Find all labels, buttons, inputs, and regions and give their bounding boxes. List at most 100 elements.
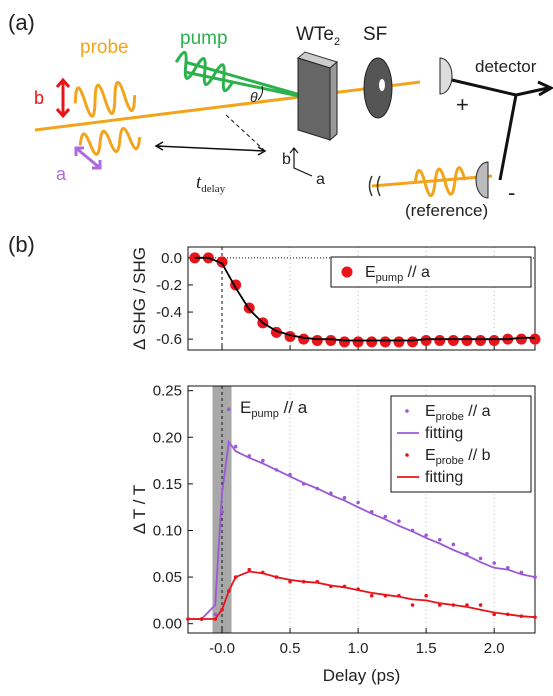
- data-point: [407, 336, 419, 348]
- polarization-a: [74, 146, 102, 170]
- text-part: E: [425, 447, 436, 464]
- text-part: pump: [376, 272, 404, 284]
- y-tick-label: -0.2: [156, 277, 182, 294]
- legend-label: Eprobe // b: [425, 447, 491, 467]
- annotation: Epump // a: [240, 398, 308, 420]
- legend-label: fitting: [425, 425, 463, 442]
- data-point: [478, 556, 483, 561]
- x-axis-label: Delay (ps): [323, 666, 400, 685]
- pol-b-label: b: [34, 88, 44, 108]
- legend-marker: [405, 409, 409, 413]
- text-part: pump: [251, 408, 279, 420]
- reference-label: (reference): [405, 201, 488, 220]
- y-tick-label: 0.00: [153, 616, 182, 633]
- y-tick-label: -0.4: [156, 304, 182, 321]
- minus-label: -: [508, 180, 515, 205]
- data-point: [488, 335, 500, 347]
- data-point: [478, 603, 483, 607]
- data-point: [352, 336, 364, 348]
- delay-arrow: [154, 141, 267, 156]
- data-point: [379, 336, 391, 348]
- data-point: [366, 336, 378, 348]
- data-point: [424, 593, 428, 598]
- data-point: [420, 335, 432, 347]
- sample: [329, 60, 338, 142]
- detector: [439, 57, 453, 95]
- theta-label: θ: [250, 89, 258, 105]
- detector: [475, 161, 489, 199]
- pump-pulse: [174, 50, 235, 93]
- data-point: [233, 444, 238, 449]
- text-part: E: [240, 398, 251, 417]
- text-part: // b: [464, 447, 491, 464]
- y-axis-label: Δ T / T: [130, 485, 149, 534]
- fit-line: [194, 256, 535, 342]
- data-point: [397, 519, 401, 523]
- x-tick-label: 2.0: [484, 640, 505, 657]
- text-part: E: [425, 403, 436, 420]
- text-part: E: [365, 264, 376, 281]
- probe-pulse: [73, 80, 137, 118]
- angle-arc: [257, 85, 263, 101]
- data-point: [437, 537, 442, 542]
- legend-box: [390, 395, 532, 493]
- delay-label: tdelay: [196, 172, 226, 195]
- axis-icon: [289, 147, 313, 177]
- data-point: [492, 561, 496, 565]
- data-point: [393, 336, 405, 348]
- data-point: [461, 335, 473, 347]
- data-point: [311, 335, 323, 347]
- y-tick-label: 0.10: [153, 522, 182, 539]
- y-tick-label: -0.6: [156, 331, 182, 348]
- probe-beam: [34, 80, 421, 132]
- data-point: [227, 407, 231, 412]
- data-point: [410, 603, 415, 607]
- legend-box: [330, 256, 532, 288]
- data-point: [261, 458, 265, 463]
- data-point: [451, 542, 456, 547]
- legend-marker: [341, 266, 353, 278]
- data-point: [325, 335, 337, 347]
- detector-label: detector: [475, 57, 537, 76]
- delay-line: [224, 113, 266, 152]
- data-point: [247, 567, 252, 572]
- x-tick-label: 0.5: [280, 640, 301, 657]
- x-tick-label: -0.0: [209, 640, 235, 657]
- pump-beam: [184, 60, 319, 102]
- data-point: [298, 333, 310, 345]
- reference-pulse: [413, 166, 467, 198]
- reference-beam: [371, 174, 493, 188]
- data-point: [475, 335, 487, 347]
- text-part: // a: [403, 264, 430, 281]
- data-point: [356, 500, 360, 505]
- pump-label: pump: [180, 28, 228, 49]
- plot-frame: [187, 246, 536, 351]
- probe-label: probe: [80, 37, 129, 58]
- y-tick-label: 0.0: [161, 250, 182, 267]
- legend-label: Epump // a: [365, 264, 430, 284]
- pump-beam: [184, 70, 319, 102]
- diagram: (a) probe pump WTe2 SF detector + - (ref…: [8, 10, 553, 220]
- x-tick-label: 1.0: [348, 640, 369, 657]
- fit-line: [188, 439, 536, 620]
- data-point: [213, 612, 218, 617]
- wiring: [451, 78, 549, 181]
- pol-a-label: a: [56, 164, 67, 184]
- x-tick-label: 1.5: [416, 640, 437, 657]
- data-point: [515, 333, 527, 345]
- data-point: [216, 256, 228, 268]
- text-part: probe: [436, 455, 464, 467]
- y-tick-label: 0.25: [153, 383, 182, 400]
- data-point: [338, 336, 350, 348]
- break: [368, 175, 381, 197]
- legend-marker: [405, 453, 409, 457]
- sample-label: WTe2: [296, 24, 340, 48]
- fit-line: [188, 570, 536, 620]
- text-part: probe: [436, 411, 464, 423]
- panel-label: (b): [8, 232, 35, 257]
- legend-label: fitting: [425, 469, 463, 486]
- sf-label: SF: [363, 24, 387, 45]
- sample: [297, 57, 331, 141]
- data-point: [529, 333, 541, 345]
